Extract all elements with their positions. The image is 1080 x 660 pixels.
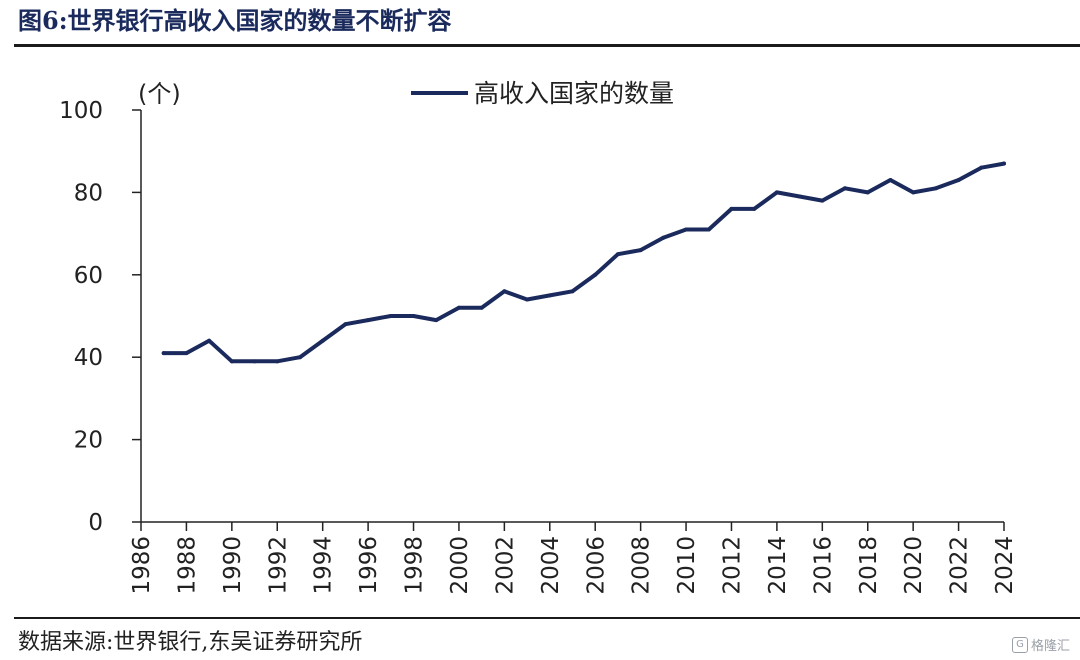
data-point: [888, 178, 893, 183]
y-tick-label: 0: [88, 510, 103, 536]
x-tick-label: 2000: [447, 536, 473, 595]
series-line: [161, 161, 1006, 364]
x-tick-label: 2008: [629, 536, 655, 595]
data-point: [615, 252, 620, 257]
data-point: [638, 248, 643, 253]
x-tick-label: 2018: [856, 536, 882, 595]
data-point: [752, 206, 757, 211]
y-tick-label: 40: [74, 345, 103, 371]
line-chart: 0 20 40 60 80 100 1986 1988 1990 1992 1994 1996 199…: [59, 79, 1018, 595]
data-point: [956, 178, 961, 183]
data-point: [979, 165, 984, 170]
x-tick-label: 2022: [947, 536, 973, 595]
x-tick-label: 2002: [492, 536, 518, 595]
data-point: [593, 272, 598, 277]
x-tick-label: 2012: [720, 536, 746, 595]
data-point: [797, 194, 802, 199]
data-point: [434, 318, 439, 323]
data-point: [706, 227, 711, 232]
data-point: [911, 190, 916, 195]
y-tick-label: 80: [74, 180, 103, 206]
data-point: [661, 235, 666, 240]
data-point: [1002, 161, 1006, 166]
x-axis-ticks: 1986 1988 1990 1992 1994 1996 1998 2000 2002 2004…: [129, 522, 1018, 595]
y-axis-unit-label: (个): [138, 80, 181, 108]
x-tick-label: 1986: [129, 536, 155, 595]
data-point: [933, 186, 938, 191]
data-point: [547, 293, 552, 298]
y-tick-label: 60: [74, 263, 103, 289]
top-rule: [14, 44, 1080, 47]
data-point: [275, 359, 280, 364]
x-tick-label: 2020: [901, 536, 927, 595]
x-tick-label: 2016: [810, 536, 836, 595]
data-point: [229, 359, 234, 364]
data-point: [388, 314, 393, 318]
x-tick-label: 1994: [311, 536, 337, 595]
data-point: [207, 338, 212, 343]
data-point: [320, 338, 325, 343]
data-point: [411, 314, 416, 318]
data-point: [570, 289, 575, 294]
x-tick-label: 1996: [356, 536, 382, 595]
x-tick-label: 1992: [265, 536, 291, 595]
data-point: [774, 190, 779, 195]
data-point: [479, 305, 484, 310]
chart-axes: [140, 110, 1004, 523]
data-point: [502, 289, 507, 294]
data-point: [297, 355, 302, 360]
chart-series: [161, 161, 1006, 364]
y-axis-ticks: 0 20 40 60 80 100: [59, 98, 141, 536]
x-tick-label: 1990: [220, 536, 246, 595]
chart-legend: 高收入国家的数量: [411, 79, 674, 108]
data-point: [456, 305, 461, 310]
watermark-logo-icon: G: [1011, 636, 1028, 653]
source-note: 数据来源:世界银行,东吴证券研究所: [18, 630, 363, 655]
legend-label: 高收入国家的数量: [474, 79, 674, 108]
data-point: [865, 190, 870, 195]
data-point: [820, 198, 825, 203]
x-tick-label: 1988: [174, 536, 200, 595]
data-point: [525, 297, 530, 302]
data-point: [343, 322, 348, 327]
x-tick-label: 2006: [583, 536, 609, 595]
x-tick-label: 2024: [992, 536, 1018, 595]
data-point: [843, 186, 848, 191]
data-point: [684, 227, 689, 232]
data-point: [729, 206, 734, 211]
x-tick-label: 1998: [402, 536, 428, 595]
y-tick-label: 20: [74, 428, 103, 454]
data-point: [161, 351, 166, 356]
figure-title: 图6:世界银行高收入国家的数量不断扩容: [18, 6, 452, 35]
x-tick-label: 2010: [674, 536, 700, 595]
x-tick-label: 2014: [765, 536, 791, 595]
watermark-text: 格隆汇: [1030, 639, 1070, 654]
x-tick-label: 2004: [538, 536, 564, 595]
data-point: [366, 318, 371, 323]
bottom-rule: [14, 617, 1080, 619]
data-point: [252, 359, 257, 364]
data-point: [184, 351, 189, 356]
y-tick-label: 100: [59, 98, 103, 124]
watermark: G 格隆汇: [1011, 635, 1070, 654]
